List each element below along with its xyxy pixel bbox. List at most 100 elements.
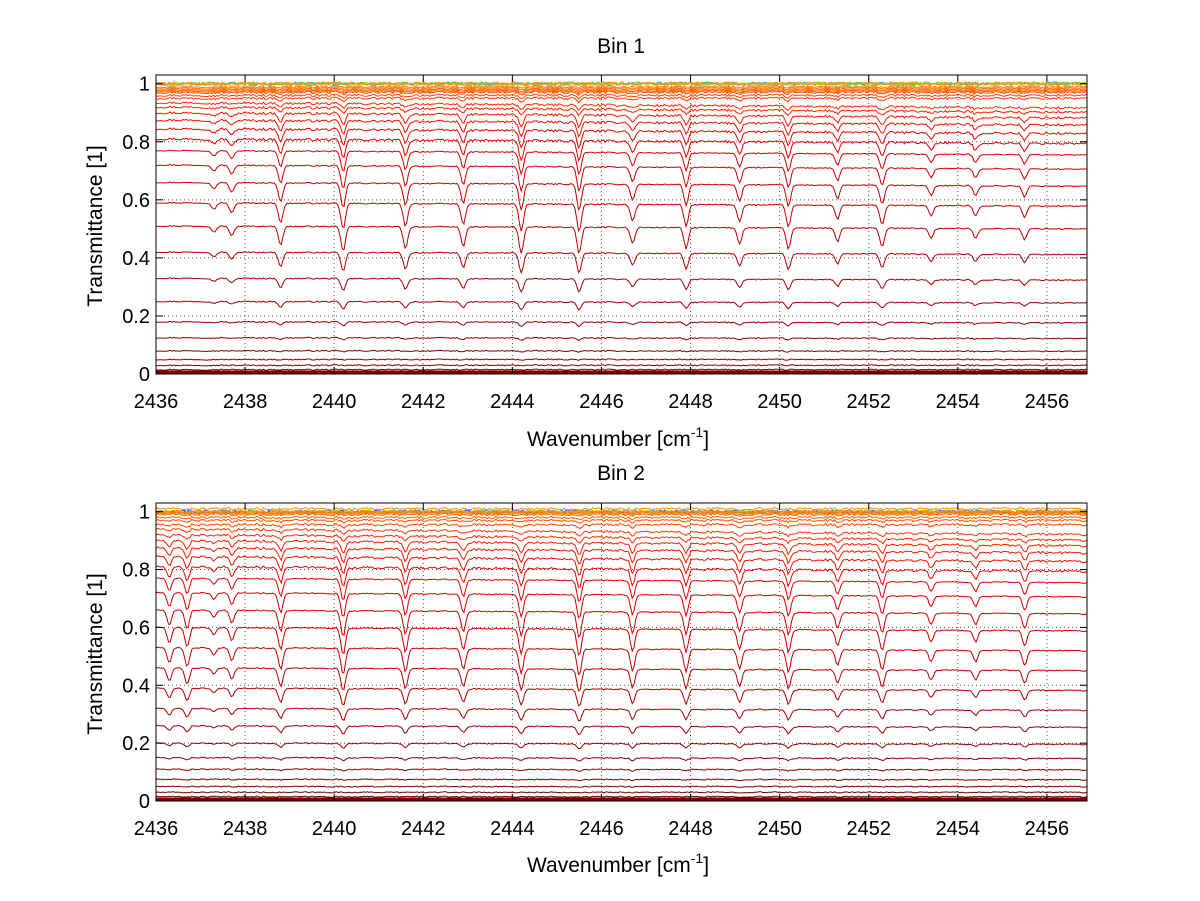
transmittance-series-line bbox=[155, 518, 1088, 524]
x-axis-label: Wavenumber [cm-1] bbox=[527, 424, 709, 451]
y-tick-label: 0.8 bbox=[122, 560, 150, 582]
transmittance-series-line bbox=[155, 349, 1087, 353]
transmittance-series-line bbox=[155, 546, 1088, 565]
transmittance-series-line bbox=[155, 118, 1087, 138]
transmittance-series-line bbox=[155, 687, 1088, 707]
transmittance-series-line bbox=[155, 646, 1088, 676]
x-tick-label: 2450 bbox=[757, 391, 802, 413]
transmittance-series-line bbox=[155, 511, 1088, 516]
transmittance-series-line bbox=[155, 795, 1088, 798]
transmittance-series-line bbox=[155, 93, 1088, 100]
y-tick-label: 0.6 bbox=[122, 617, 150, 639]
transmittance-series-line bbox=[155, 577, 1088, 602]
y-tick-label: 0.2 bbox=[122, 733, 150, 755]
plot-area-frame bbox=[155, 74, 1088, 375]
transmittance-series-line bbox=[155, 181, 1087, 212]
x-tick-label: 2442 bbox=[401, 818, 446, 840]
transmittance-series-line bbox=[155, 358, 1088, 361]
x-tick-label: 2436 bbox=[134, 818, 179, 840]
transmittance-series-line bbox=[155, 522, 1088, 529]
transmittance-series-line bbox=[155, 101, 1087, 112]
y-tick-label: 0 bbox=[139, 364, 150, 386]
y-tick-label: 1 bbox=[139, 502, 150, 524]
x-tick-label: 2456 bbox=[1025, 818, 1070, 840]
x-tick-label: 2442 bbox=[401, 391, 446, 413]
x-tick-label: 2450 bbox=[757, 818, 802, 840]
transmittance-series-line bbox=[155, 251, 1087, 275]
y-tick-label: 0.4 bbox=[122, 248, 150, 270]
transmittance-series-line bbox=[155, 555, 1088, 576]
transmittance-series-line bbox=[155, 506, 1088, 511]
transmittance-series-line bbox=[155, 707, 1088, 722]
transmittance-series-line bbox=[155, 368, 1087, 371]
x-tick-label: 2438 bbox=[223, 818, 268, 840]
y-axis-label: Transmittance [1] bbox=[84, 573, 107, 734]
transmittance-series-line bbox=[155, 591, 1088, 619]
transmittance-series-line bbox=[155, 724, 1088, 735]
x-axis-label: Wavenumber [cm-1] bbox=[527, 850, 709, 877]
x-axis-label-text: Wavenumber [cm bbox=[527, 854, 691, 877]
transmittance-series-line bbox=[155, 539, 1088, 556]
transmittance-series-line bbox=[155, 742, 1088, 750]
x-tick-label: 2452 bbox=[846, 391, 891, 413]
transmittance-series-line bbox=[155, 666, 1088, 692]
plot-area-frame bbox=[155, 502, 1088, 802]
series-group bbox=[155, 81, 1088, 375]
transmittance-series-line bbox=[155, 201, 1087, 233]
transmittance-series-line bbox=[155, 515, 1088, 521]
x-axis-label-end: ] bbox=[703, 428, 709, 451]
transmittance-series-line bbox=[155, 791, 1088, 794]
transmittance-series-line bbox=[155, 164, 1087, 193]
transmittance-series-line bbox=[155, 512, 1088, 517]
transmittance-series-line bbox=[155, 609, 1088, 638]
transmittance-series-line bbox=[155, 89, 1087, 95]
x-tick-label: 2448 bbox=[668, 818, 713, 840]
panel-bin-1: Bin 1 2436 2438 2440 2442 2444 2446 2448 2450 24… bbox=[84, 35, 1088, 451]
chart-title: Bin 2 bbox=[597, 462, 645, 485]
transmittance-series-line bbox=[155, 527, 1088, 538]
transmittance-series-line bbox=[155, 149, 1087, 176]
transmittance-series-line bbox=[155, 111, 1087, 129]
y-tick-label: 1 bbox=[139, 74, 150, 96]
x-tick-label: 2436 bbox=[134, 391, 179, 413]
transmittance-series-line bbox=[155, 785, 1088, 788]
x-tick-label: 2456 bbox=[1025, 391, 1070, 413]
transmittance-series-line bbox=[155, 84, 1088, 89]
transmittance-series-line bbox=[155, 105, 1087, 117]
axis-ticks: 2436 2438 2440 2442 2444 2446 2448 2450 2452 2454… bbox=[122, 502, 1087, 840]
transmittance-series-line bbox=[155, 533, 1088, 545]
transmittance-series-line bbox=[155, 768, 1088, 772]
series-group bbox=[155, 506, 1088, 802]
y-tick-label: 0.4 bbox=[122, 675, 150, 697]
panel-bin-2: Bin 2 2436 2438 2440 2442 2444 2446 2448 2450 24… bbox=[84, 462, 1088, 877]
transmittance-series-line bbox=[155, 320, 1088, 328]
transmittance-series-line bbox=[155, 81, 1088, 86]
x-tick-label: 2444 bbox=[490, 391, 535, 413]
y-axis-label: Transmittance [1] bbox=[84, 145, 107, 306]
x-tick-label: 2446 bbox=[579, 391, 624, 413]
transmittance-series-line bbox=[155, 225, 1087, 255]
x-axis-label-text: Wavenumber [cm bbox=[527, 428, 691, 451]
transmittance-series-line bbox=[155, 300, 1088, 311]
x-tick-label: 2454 bbox=[936, 818, 981, 840]
chart-title: Bin 1 bbox=[597, 35, 645, 58]
x-tick-label: 2448 bbox=[668, 391, 713, 413]
transmittance-series-line bbox=[155, 565, 1088, 589]
x-tick-label: 2452 bbox=[846, 818, 891, 840]
transmittance-series-line bbox=[155, 626, 1088, 656]
x-axis-label-superscript: -1 bbox=[691, 424, 704, 440]
transmittance-series-line bbox=[155, 336, 1087, 341]
transmittance-series-line bbox=[155, 778, 1088, 782]
x-axis-label-end: ] bbox=[703, 854, 709, 877]
transmittance-series-line bbox=[155, 90, 1088, 97]
transmittance-series-line bbox=[155, 277, 1087, 293]
x-tick-label: 2440 bbox=[312, 818, 357, 840]
transmittance-series-line bbox=[155, 86, 1087, 91]
transmittance-series-line bbox=[155, 756, 1088, 762]
x-tick-label: 2438 bbox=[223, 391, 268, 413]
x-axis-label-superscript: -1 bbox=[691, 850, 704, 866]
x-tick-label: 2440 bbox=[312, 391, 357, 413]
x-tick-label: 2444 bbox=[490, 818, 535, 840]
x-tick-label: 2454 bbox=[936, 391, 981, 413]
